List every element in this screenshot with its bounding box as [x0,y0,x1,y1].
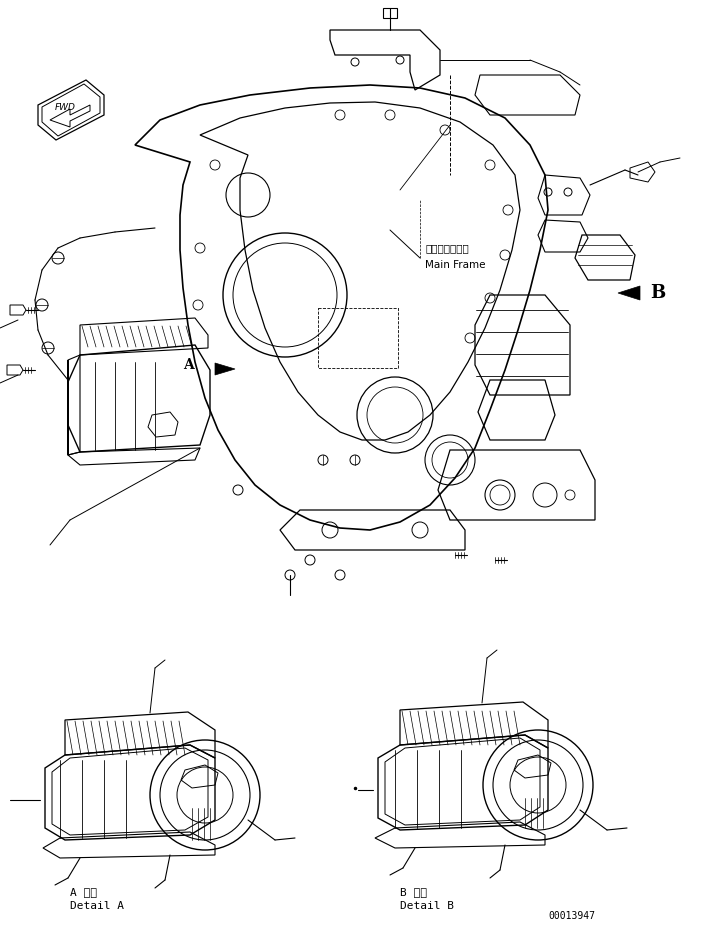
Text: A 詳細: A 詳細 [70,887,97,897]
Polygon shape [618,286,640,300]
Text: メインフレーム: メインフレーム [425,243,469,253]
Text: Detail B: Detail B [400,901,454,911]
Text: B 詳細: B 詳細 [400,887,427,897]
Text: A: A [183,358,194,372]
Text: Detail A: Detail A [70,901,124,911]
Text: FWD: FWD [55,103,76,111]
Polygon shape [215,363,235,375]
Text: Main Frame: Main Frame [425,260,486,270]
Text: 00013947: 00013947 [548,911,595,921]
Text: B: B [650,284,665,302]
